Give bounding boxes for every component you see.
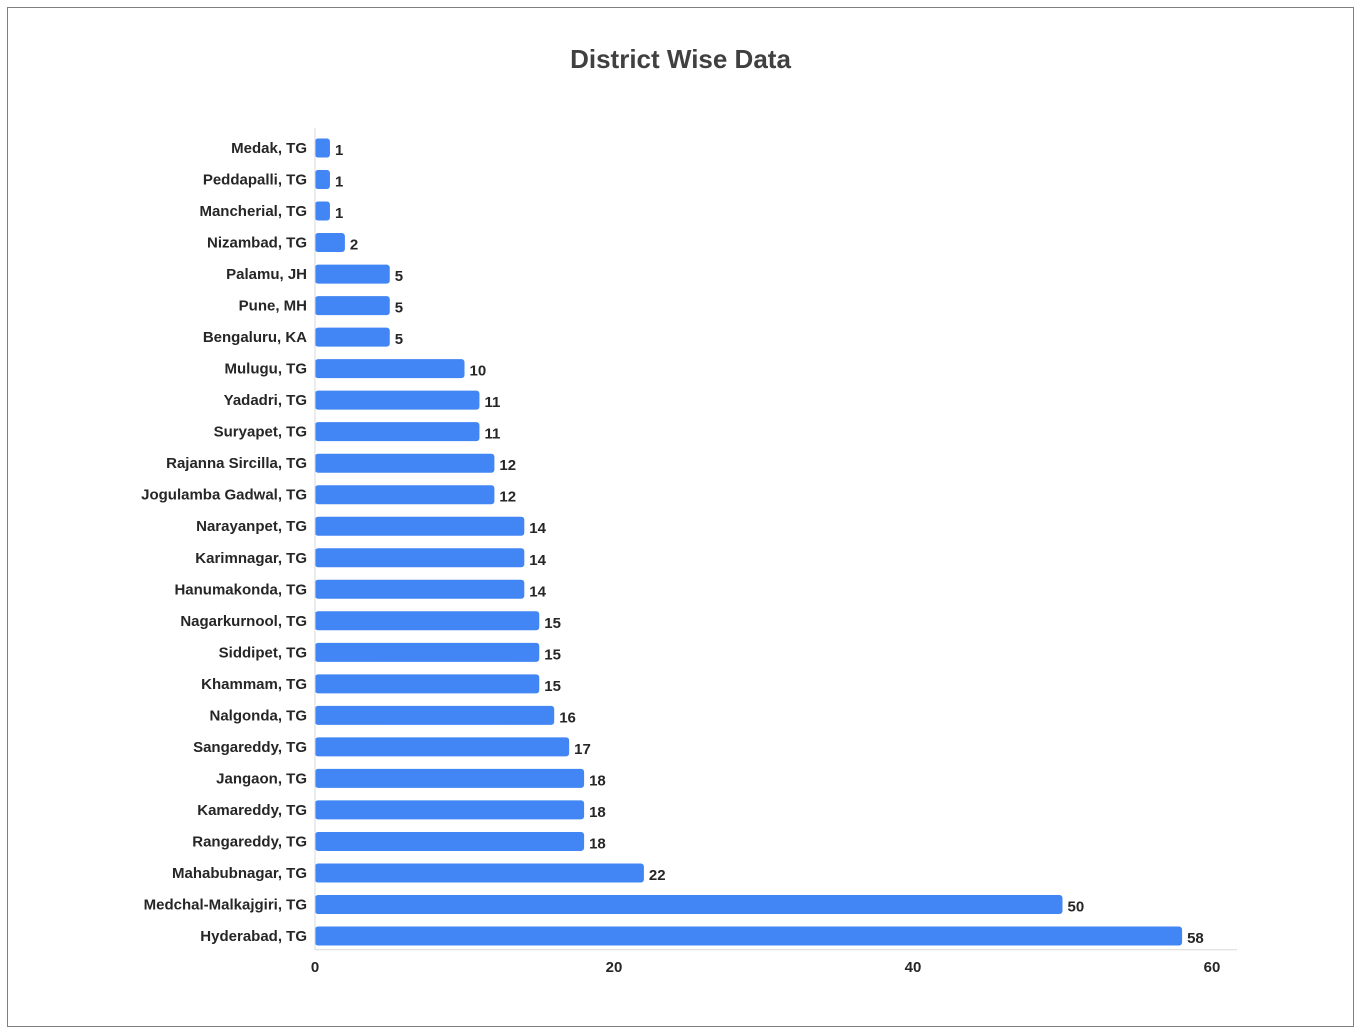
value-label-hanumakonda-tg: 14 bbox=[529, 583, 546, 600]
value-label-hyderabad-tg: 58 bbox=[1187, 930, 1204, 947]
bar-siddipet-tg bbox=[315, 642, 540, 662]
category-label-medak-tg: Medak, TG bbox=[231, 140, 307, 157]
category-label-palamu-jh: Palamu, JH bbox=[226, 266, 307, 283]
value-label-sangareddy-tg: 17 bbox=[574, 741, 591, 758]
value-label-bengaluru-ka: 5 bbox=[395, 331, 403, 348]
value-label-jogulamba-gadwal-tg: 12 bbox=[499, 489, 516, 506]
bar-hyderabad-tg bbox=[315, 926, 1183, 946]
value-label-pune-mh: 5 bbox=[395, 300, 403, 317]
x-tick-label-20: 20 bbox=[606, 959, 623, 976]
category-label-karimnagar-tg: Karimnagar, TG bbox=[195, 550, 307, 567]
category-label-rangareddy-tg: Rangareddy, TG bbox=[192, 833, 307, 850]
value-label-medak-tg: 1 bbox=[335, 142, 343, 159]
category-label-siddipet-tg: Siddipet, TG bbox=[219, 644, 307, 661]
value-label-siddipet-tg: 15 bbox=[544, 646, 561, 663]
category-label-suryapet-tg: Suryapet, TG bbox=[214, 424, 307, 441]
category-label-hyderabad-tg: Hyderabad, TG bbox=[200, 928, 307, 945]
category-label-jangaon-tg: Jangaon, TG bbox=[216, 770, 307, 787]
bar-karimnagar-tg bbox=[315, 548, 525, 568]
bar-hanumakonda-tg bbox=[315, 579, 525, 599]
bar-medak-tg bbox=[315, 138, 330, 158]
value-label-nizambad-tg: 2 bbox=[350, 237, 358, 254]
value-label-karimnagar-tg: 14 bbox=[529, 552, 546, 569]
bar-nagarkurnool-tg bbox=[315, 611, 540, 631]
chart-title: District Wise Data bbox=[570, 44, 791, 74]
bar-rangareddy-tg bbox=[315, 831, 585, 851]
value-label-suryapet-tg: 11 bbox=[484, 426, 500, 443]
value-label-khammam-tg: 15 bbox=[544, 678, 561, 695]
value-labels: 1112555101111121214141415151516171818182… bbox=[335, 142, 1204, 947]
bar-nalgonda-tg bbox=[315, 705, 555, 725]
value-label-nalgonda-tg: 16 bbox=[559, 709, 576, 726]
bar-mancherial-tg bbox=[315, 201, 330, 221]
category-label-peddapalli-tg: Peddapalli, TG bbox=[203, 172, 307, 189]
chart-frame bbox=[7, 7, 1354, 1027]
category-label-jogulamba-gadwal-tg: Jogulamba Gadwal, TG bbox=[141, 487, 307, 504]
bar-bengaluru-ka bbox=[315, 327, 390, 347]
bar-yadadri-tg bbox=[315, 390, 480, 410]
value-label-mahabubnagar-tg: 22 bbox=[649, 867, 666, 884]
bar-suryapet-tg bbox=[315, 422, 480, 442]
value-label-rangareddy-tg: 18 bbox=[589, 835, 606, 852]
category-label-nizambad-tg: Nizambad, TG bbox=[207, 235, 307, 252]
bar-khammam-tg bbox=[315, 674, 540, 694]
bar-nizambad-tg bbox=[315, 233, 345, 253]
category-label-hanumakonda-tg: Hanumakonda, TG bbox=[174, 581, 307, 598]
category-labels: Medak, TG Peddapalli, TG Mancherial, TG Niz… bbox=[141, 140, 307, 945]
bar-jogulamba-gadwal-tg bbox=[315, 485, 495, 505]
x-tick-label-40: 40 bbox=[905, 959, 922, 976]
bars-group bbox=[315, 138, 1183, 946]
category-label-narayanpet-tg: Narayanpet, TG bbox=[196, 518, 307, 535]
bar-kamareddy-tg bbox=[315, 800, 585, 820]
bar-rajanna-sircilla-tg bbox=[315, 453, 495, 473]
category-label-kamareddy-tg: Kamareddy, TG bbox=[197, 802, 307, 819]
category-label-khammam-tg: Khammam, TG bbox=[201, 676, 307, 693]
category-label-nalgonda-tg: Nalgonda, TG bbox=[210, 707, 308, 724]
category-label-mancherial-tg: Mancherial, TG bbox=[199, 203, 307, 220]
category-label-bengaluru-ka: Bengaluru, KA bbox=[203, 329, 307, 346]
value-label-medchal-malkajgiri-tg: 50 bbox=[1068, 898, 1085, 915]
value-label-kamareddy-tg: 18 bbox=[589, 804, 606, 821]
value-label-palamu-jh: 5 bbox=[395, 268, 403, 285]
axes: 0 20 40 60 bbox=[311, 128, 1237, 976]
value-label-narayanpet-tg: 14 bbox=[529, 520, 546, 537]
bar-palamu-jh bbox=[315, 264, 390, 284]
bar-pune-mh bbox=[315, 296, 390, 316]
x-tick-label-0: 0 bbox=[311, 959, 319, 976]
category-label-nagarkurnool-tg: Nagarkurnool, TG bbox=[180, 613, 307, 630]
value-label-mulugu-tg: 10 bbox=[470, 363, 487, 380]
category-label-mulugu-tg: Mulugu, TG bbox=[225, 361, 307, 378]
value-label-mancherial-tg: 1 bbox=[335, 205, 343, 222]
category-label-pune-mh: Pune, MH bbox=[239, 298, 307, 315]
value-label-nagarkurnool-tg: 15 bbox=[544, 615, 561, 632]
value-label-yadadri-tg: 11 bbox=[484, 394, 500, 411]
value-label-peddapalli-tg: 1 bbox=[335, 174, 343, 191]
bar-jangaon-tg bbox=[315, 768, 585, 788]
category-label-mahabubnagar-tg: Mahabubnagar, TG bbox=[172, 865, 307, 882]
category-label-sangareddy-tg: Sangareddy, TG bbox=[193, 739, 307, 756]
category-label-rajanna-sircilla-tg: Rajanna Sircilla, TG bbox=[166, 455, 307, 472]
bar-narayanpet-tg bbox=[315, 516, 525, 536]
bar-mulugu-tg bbox=[315, 359, 465, 379]
bar-medchal-malkajgiri-tg bbox=[315, 894, 1063, 914]
bar-sangareddy-tg bbox=[315, 737, 570, 757]
x-tick-label-60: 60 bbox=[1204, 959, 1221, 976]
value-label-rajanna-sircilla-tg: 12 bbox=[499, 457, 516, 474]
value-label-jangaon-tg: 18 bbox=[589, 772, 606, 789]
category-label-yadadri-tg: Yadadri, TG bbox=[224, 392, 307, 409]
bar-peddapalli-tg bbox=[315, 170, 330, 190]
bar-mahabubnagar-tg bbox=[315, 863, 644, 883]
category-label-medchal-malkajgiri-tg: Medchal-Malkajgiri, TG bbox=[144, 896, 307, 913]
